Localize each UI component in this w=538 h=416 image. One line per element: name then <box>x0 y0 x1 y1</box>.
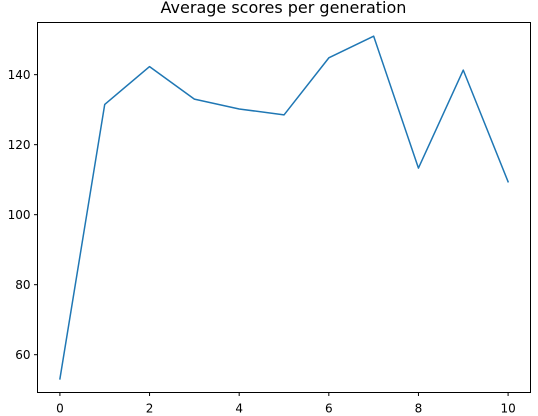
y-tick-label: 60 <box>15 348 30 362</box>
y-tick-label: 120 <box>8 138 31 152</box>
y-tick-label: 80 <box>15 278 30 292</box>
series-layer <box>59 35 510 380</box>
x-tick-label: 10 <box>500 402 515 416</box>
y-tick-label: 140 <box>8 68 31 82</box>
x-tick-label: 4 <box>235 402 243 416</box>
x-tick-label: 0 <box>56 402 64 416</box>
x-tick-label: 8 <box>415 402 423 416</box>
series-line <box>59 35 510 380</box>
chart-title: Average scores per generation <box>161 0 407 17</box>
x-tick-label: 2 <box>146 402 154 416</box>
y-tick-label: 100 <box>8 208 31 222</box>
plot-frame <box>37 22 531 393</box>
x-tick-label: 6 <box>325 402 333 416</box>
ticks-layer: 0 2 4 6 8 10 60 80 100 120 140 <box>8 68 516 416</box>
